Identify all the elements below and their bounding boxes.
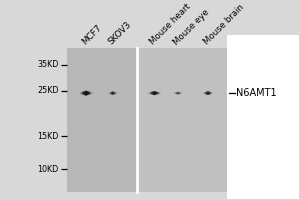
- Text: N6AMT1: N6AMT1: [236, 88, 277, 98]
- Ellipse shape: [110, 92, 116, 94]
- Ellipse shape: [112, 91, 113, 95]
- Ellipse shape: [112, 91, 113, 95]
- Ellipse shape: [85, 91, 87, 96]
- Ellipse shape: [152, 91, 157, 95]
- Ellipse shape: [175, 92, 181, 94]
- Ellipse shape: [150, 91, 159, 95]
- Ellipse shape: [206, 91, 210, 95]
- Ellipse shape: [177, 92, 179, 95]
- Ellipse shape: [207, 91, 209, 95]
- Ellipse shape: [153, 91, 156, 95]
- Text: 25KD: 25KD: [37, 86, 58, 95]
- Ellipse shape: [110, 92, 116, 95]
- Ellipse shape: [205, 91, 211, 95]
- Ellipse shape: [205, 92, 211, 94]
- Ellipse shape: [81, 91, 91, 95]
- Ellipse shape: [205, 91, 212, 95]
- Ellipse shape: [177, 92, 178, 95]
- Ellipse shape: [111, 91, 114, 95]
- Ellipse shape: [207, 91, 208, 95]
- Ellipse shape: [154, 91, 155, 95]
- Ellipse shape: [150, 91, 158, 95]
- Ellipse shape: [153, 91, 156, 95]
- Ellipse shape: [176, 92, 180, 95]
- Text: 15KD: 15KD: [37, 132, 58, 141]
- Text: 35KD: 35KD: [37, 60, 58, 69]
- Ellipse shape: [176, 92, 179, 95]
- Ellipse shape: [111, 91, 115, 95]
- Ellipse shape: [150, 91, 159, 95]
- Ellipse shape: [152, 91, 157, 95]
- Ellipse shape: [82, 91, 90, 95]
- Ellipse shape: [112, 91, 114, 95]
- Ellipse shape: [206, 91, 210, 95]
- Ellipse shape: [206, 91, 211, 95]
- Ellipse shape: [84, 91, 88, 96]
- Text: SKOV3: SKOV3: [106, 20, 133, 47]
- Ellipse shape: [80, 91, 92, 95]
- Ellipse shape: [204, 92, 212, 95]
- Ellipse shape: [110, 92, 116, 95]
- Ellipse shape: [82, 91, 91, 95]
- Text: Mouse heart: Mouse heart: [148, 2, 193, 47]
- Ellipse shape: [110, 92, 116, 95]
- Ellipse shape: [111, 92, 115, 95]
- Ellipse shape: [83, 91, 89, 95]
- Bar: [136, 48, 227, 192]
- Ellipse shape: [111, 91, 115, 95]
- Ellipse shape: [85, 91, 87, 96]
- Ellipse shape: [110, 92, 116, 95]
- Text: Mouse eye: Mouse eye: [172, 7, 211, 47]
- Ellipse shape: [81, 91, 92, 95]
- Ellipse shape: [112, 91, 114, 95]
- Ellipse shape: [176, 92, 180, 95]
- Ellipse shape: [80, 91, 92, 95]
- Ellipse shape: [150, 92, 158, 94]
- Ellipse shape: [154, 91, 155, 95]
- Ellipse shape: [85, 91, 88, 96]
- Ellipse shape: [177, 92, 179, 95]
- Bar: [67, 48, 136, 192]
- Ellipse shape: [151, 91, 158, 95]
- Ellipse shape: [207, 91, 209, 95]
- Text: Mouse brain: Mouse brain: [202, 3, 245, 47]
- Bar: [227, 35, 298, 199]
- Ellipse shape: [152, 91, 157, 95]
- Ellipse shape: [82, 92, 90, 94]
- Ellipse shape: [84, 91, 88, 96]
- Ellipse shape: [151, 91, 158, 95]
- Text: MCF7: MCF7: [80, 23, 103, 47]
- Text: 10KD: 10KD: [37, 165, 58, 174]
- Ellipse shape: [82, 91, 90, 95]
- Ellipse shape: [206, 91, 209, 95]
- Ellipse shape: [83, 91, 89, 95]
- Ellipse shape: [149, 91, 160, 95]
- Ellipse shape: [205, 91, 211, 95]
- Ellipse shape: [149, 91, 160, 95]
- Ellipse shape: [204, 91, 212, 95]
